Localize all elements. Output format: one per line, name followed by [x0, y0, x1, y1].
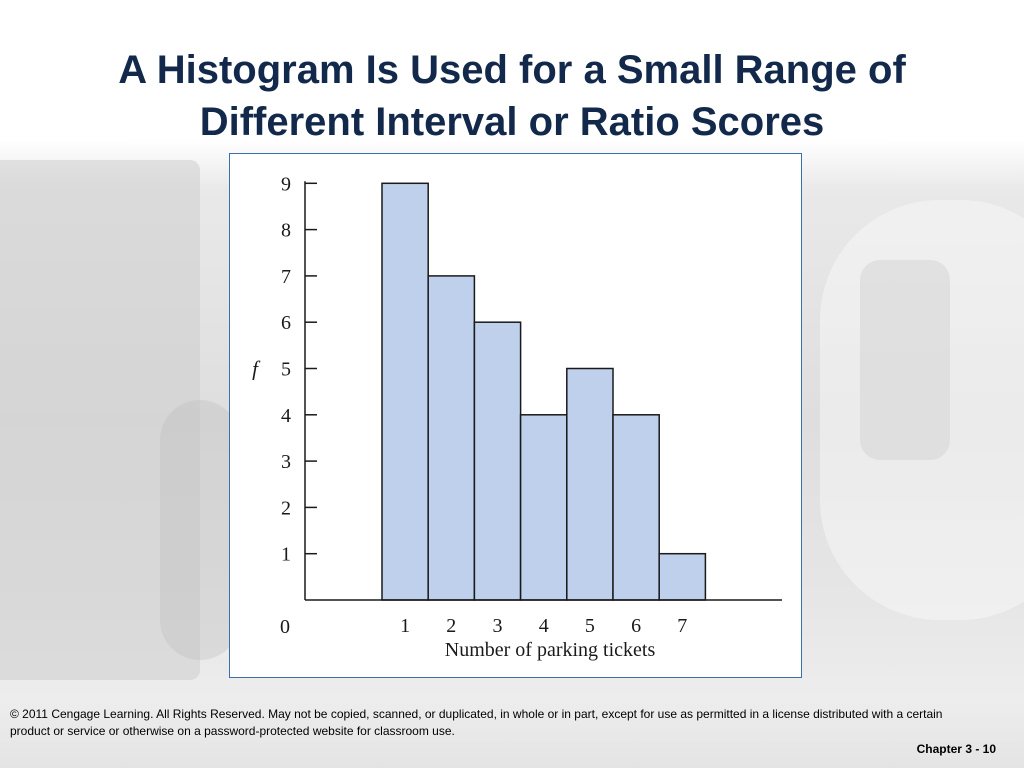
x-tick-label-3: 3	[493, 615, 503, 637]
x-tick-label-5: 5	[585, 615, 595, 637]
y-tick-label-3: 3	[281, 451, 291, 473]
x-tick-label-2: 2	[446, 615, 456, 637]
x-axis-label: Number of parking tickets	[445, 639, 656, 661]
histogram-bar-2	[427, 275, 476, 601]
x-tick-label-1: 1	[400, 615, 410, 637]
origin-label: 0	[280, 616, 290, 638]
histogram-bar-5	[566, 367, 614, 601]
histogram-bar-3	[473, 321, 522, 601]
histogram-bar-6	[612, 414, 660, 601]
histogram-bar-7	[658, 552, 707, 601]
copyright-notice: © 2011 Cengage Learning. All Rights Rese…	[10, 707, 943, 738]
slide-title: A Histogram Is Used for a Small Range of…	[40, 44, 984, 148]
x-tick-label-6: 6	[631, 615, 641, 637]
y-tick-label-9: 9	[281, 173, 291, 195]
histogram-frame: 1 2 3 4 5 6 7 8 9 0 1 2 3 4 5 6 7 Number of parking ticke…	[229, 153, 802, 678]
histogram-bar-4	[519, 414, 568, 601]
x-tick-label-4: 4	[539, 615, 549, 637]
slide-title-line-2: Different Interval or Ratio Scores	[199, 100, 825, 144]
slide-number: Chapter 3 - 10	[916, 742, 996, 756]
y-tick-label-6: 6	[281, 312, 291, 334]
background-shape	[860, 260, 950, 460]
y-tick-label-1: 1	[281, 544, 291, 566]
y-tick-label-2: 2	[281, 497, 291, 519]
histogram-bar-1	[381, 182, 429, 601]
y-tick-label-8: 8	[281, 220, 291, 242]
background-shape	[0, 160, 200, 680]
y-tick-label-7: 7	[281, 266, 291, 288]
y-axis-label: f	[252, 357, 261, 381]
y-tick-label-4: 4	[281, 405, 291, 427]
histogram-chart: 1 2 3 4 5 6 7 8 9 0 1 2 3 4 5 6 7 Number of parking ticke…	[252, 173, 782, 661]
y-tick-label-5: 5	[281, 359, 291, 381]
slide-title-line-1: A Histogram Is Used for a Small Range of	[118, 48, 906, 92]
x-tick-label-7: 7	[677, 615, 687, 637]
background-shape	[160, 400, 240, 660]
